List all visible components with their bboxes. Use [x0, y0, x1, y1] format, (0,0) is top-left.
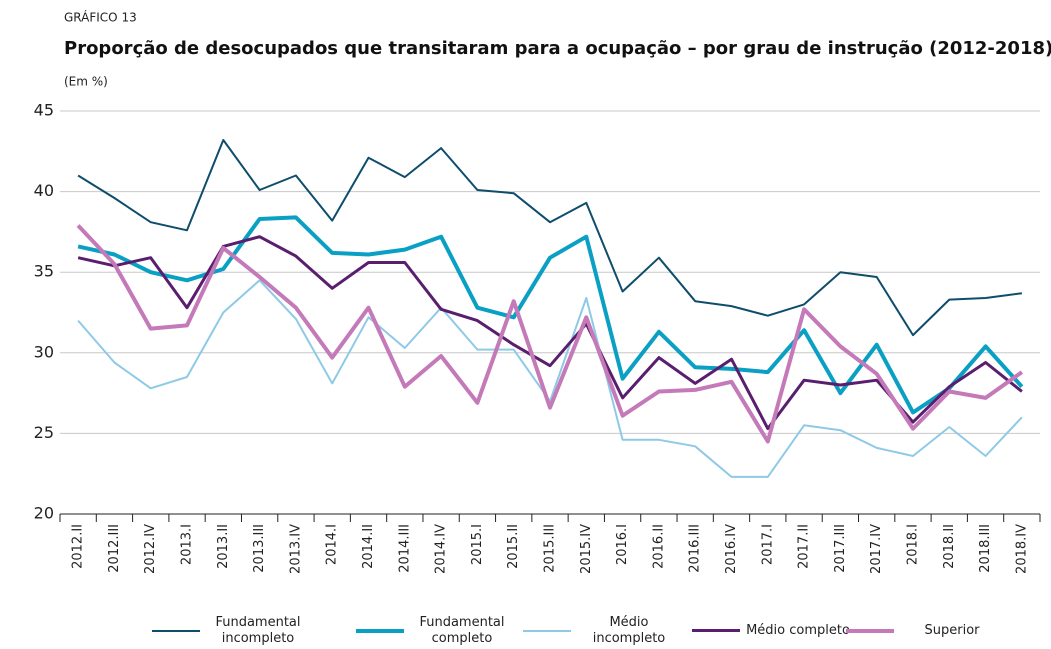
legend-label: Médio incompleto [592, 614, 666, 646]
legend-label: Superior [924, 622, 980, 638]
x-tick-label: 2014.IV [434, 524, 449, 574]
x-tick-label: 2013.IV [288, 524, 303, 574]
x-tick-label: 2017.IV [869, 524, 884, 574]
legend-item: Fundamental incompleto [152, 612, 310, 649]
legend-item: Médio completo [692, 612, 850, 649]
x-tick-label: 2012.IV [143, 524, 158, 574]
chart-subtitle: (Em %) [64, 75, 108, 89]
legend-item: Médio incompleto [523, 612, 681, 649]
x-tick-label: 2015.III [543, 524, 558, 573]
series-line [76, 224, 1024, 444]
chart: GRÁFICO 13 Proporção de desocupados que … [34, 10, 1051, 574]
x-tick-label: 2018.I [905, 524, 920, 565]
x-tick-label: 2014.II [361, 524, 376, 569]
legend-label: Médio completo [746, 622, 850, 638]
series-line [77, 139, 1023, 337]
x-tick-label: 2017.II [797, 524, 812, 569]
y-tick-label: 20 [34, 504, 54, 523]
chart-title: Proporção de desocupados que transitaram… [64, 38, 1051, 59]
legend-swatch [692, 629, 740, 632]
x-tick-label: 2014.I [325, 524, 340, 565]
series-line [77, 279, 1023, 478]
x-tick-label: 2016.III [688, 524, 703, 573]
x-tick-label: 2012.II [71, 524, 86, 569]
y-tick-label: 45 [34, 101, 54, 120]
series-line [77, 235, 1023, 431]
legend-swatch [523, 629, 571, 632]
y-tick-label: 25 [34, 423, 54, 442]
legend-swatch [846, 628, 894, 633]
x-tick-label: 2013.III [252, 524, 267, 573]
y-tick-label: 40 [34, 181, 54, 200]
x-tick-label: 2017.I [760, 524, 775, 565]
y-tick-label: 35 [34, 262, 54, 281]
legend-item: Fundamental completo [356, 612, 514, 649]
x-tick-label: 2018.IV [1014, 524, 1029, 574]
y-tick-label: 30 [34, 342, 54, 361]
x-tick-label: 2013.I [180, 524, 195, 565]
x-tick-label: 2015.I [470, 524, 485, 565]
legend-item: Superior [846, 612, 1004, 649]
legend-swatch [152, 629, 200, 632]
x-tick-label: 2016.II [651, 524, 666, 569]
legend: Fundamental incompleto Fundamental comple… [0, 612, 1051, 649]
x-tick-label: 2014.III [397, 524, 412, 573]
chart-label: GRÁFICO 13 [64, 10, 137, 25]
x-tick-label: 2018.II [942, 524, 957, 569]
x-tick-label: 2015.IV [579, 524, 594, 574]
series-line [77, 215, 1024, 415]
x-tick-label: 2016.IV [724, 524, 739, 574]
legend-label: Fundamental completo [419, 614, 505, 646]
legend-label: Fundamental incompleto [215, 614, 301, 646]
x-tick-label: 2013.II [216, 524, 231, 569]
legend-swatch [356, 628, 404, 633]
x-tick-label: 2017.III [833, 524, 848, 573]
x-tick-label: 2012.III [107, 524, 122, 573]
x-tick-label: 2016.I [615, 524, 630, 565]
x-tick-label: 2015.II [506, 524, 521, 569]
x-tick-label: 2018.III [978, 524, 993, 573]
